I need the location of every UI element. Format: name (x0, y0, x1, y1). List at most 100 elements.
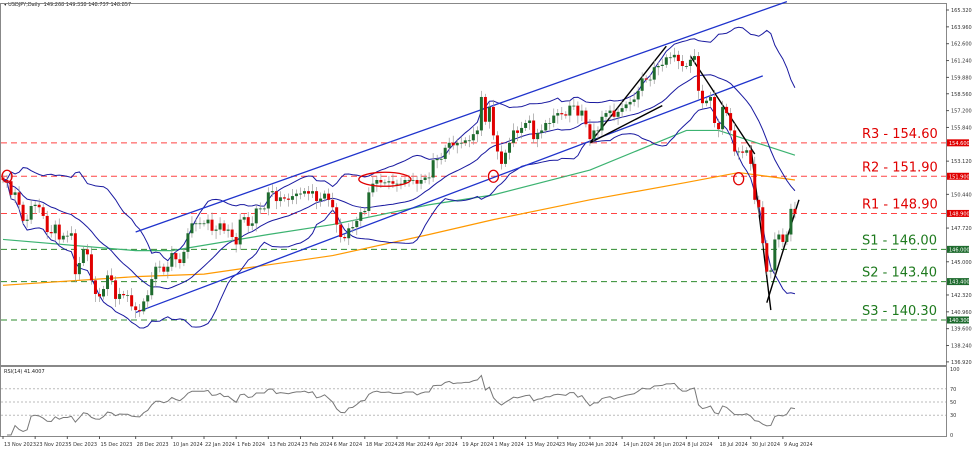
candle-body (274, 191, 278, 202)
candle-body (600, 116, 604, 131)
candle-body (741, 151, 745, 153)
candle-body (37, 204, 41, 208)
candle-body (61, 235, 65, 240)
x-tick-label: 22 Jan 2024 (205, 442, 235, 448)
y-tick-label: 142.320 (951, 293, 972, 299)
candle-body (532, 120, 536, 140)
level-label-1: R2 - 151.90 (862, 160, 938, 175)
candle-body (684, 66, 688, 67)
y-tick-label: 159.880 (951, 75, 972, 81)
y-tick-label: 157.200 (951, 109, 972, 115)
channel-line (135, 0, 788, 233)
x-tick-label: 6 Mar 2024 (334, 442, 363, 448)
level-label-5: S3 - 140.30 (862, 304, 937, 319)
candle-body (568, 105, 572, 116)
candle-body (347, 228, 351, 239)
candle-body (608, 110, 612, 114)
candle-body (757, 199, 761, 208)
symbol-label: USDJPY,Daily (8, 2, 41, 8)
level-tag-3: 146.000 (949, 247, 970, 253)
ohlc-readout: 149.268 149.338 148.737 148.857 (43, 2, 132, 8)
candle-body (246, 217, 250, 226)
candle-body (53, 224, 57, 234)
x-tick-label: 18 Mar 2024 (366, 442, 398, 448)
candle-body (170, 253, 174, 267)
x-tick-label: 1 Feb 2024 (237, 442, 265, 448)
y-tick-label: 147.720 (951, 226, 972, 232)
candle-body (45, 215, 49, 233)
candle-body (222, 223, 226, 231)
candle-body (355, 220, 359, 228)
x-tick-label: 4 Jun 2024 (591, 442, 618, 448)
candle-body (290, 196, 294, 200)
candle-body (668, 57, 672, 59)
candle-body (624, 104, 628, 109)
candle-body (158, 266, 162, 268)
x-tick-label: 23 Feb 2024 (301, 442, 332, 448)
candle-body (640, 78, 644, 91)
candle-body (126, 295, 130, 297)
candle-body (194, 223, 198, 225)
candle-body (620, 108, 624, 112)
candle-body (110, 275, 114, 281)
candle-body (282, 197, 286, 199)
candle-body (540, 130, 544, 133)
trend-line (589, 105, 663, 144)
level-label-3: S1 - 146.00 (862, 233, 937, 248)
candle-body (455, 142, 459, 146)
x-tick-label: 28 Dec 2023 (137, 442, 169, 448)
candle-body (656, 66, 660, 68)
rsi-tick-label: 0 (950, 433, 953, 439)
candle-body (785, 234, 789, 242)
candle-body (21, 204, 25, 221)
candle-body (737, 151, 741, 153)
candle-body (636, 90, 640, 100)
y-tick-label: 150.440 (951, 192, 972, 198)
x-tick-label: 9 Apr 2024 (430, 442, 458, 448)
bollinger-upper (2, 26, 796, 262)
candle-body (644, 78, 648, 80)
candle-body (25, 219, 29, 221)
candle-body (628, 101, 632, 105)
candle-body (17, 192, 21, 205)
candle-body (226, 229, 230, 231)
candle-body (467, 140, 471, 142)
candle-body (150, 279, 154, 296)
candle-body (65, 235, 69, 237)
candle-body (331, 199, 335, 208)
candle-body (781, 234, 785, 242)
candle-body (459, 142, 463, 144)
candle-body (733, 130, 737, 152)
y-tick-label: 145.000 (951, 260, 972, 266)
candle-body (214, 229, 218, 231)
candle-body (451, 142, 455, 146)
candle-body (688, 59, 692, 67)
candle-body (676, 54, 680, 62)
candle-body (186, 233, 190, 252)
y-tick-label: 136.920 (951, 360, 972, 366)
candle-body (769, 270, 773, 272)
candle-body (520, 127, 524, 133)
main-panel-border (0, 3, 947, 366)
rsi-tick-label: 100 (950, 367, 960, 373)
candle-body (495, 135, 499, 152)
candle-body (411, 179, 415, 181)
candle-body (672, 54, 676, 58)
candle-body (632, 99, 636, 102)
candle-body (709, 96, 713, 101)
candle-body (560, 113, 564, 115)
level-label-4: S2 - 143.40 (862, 266, 937, 281)
candle-body (415, 179, 419, 184)
candle-body (443, 147, 447, 159)
level-tag-0: 154.600 (949, 141, 970, 147)
level-label-0: R3 - 154.60 (862, 127, 938, 142)
rsi-tick-label: 30 (950, 413, 956, 419)
x-tick-label: 23 Nov 2023 (36, 442, 68, 448)
candle-body (13, 192, 17, 195)
candle-body (294, 193, 298, 197)
candle-body (729, 113, 733, 131)
candle-body (122, 293, 126, 296)
candle-body (218, 223, 222, 230)
